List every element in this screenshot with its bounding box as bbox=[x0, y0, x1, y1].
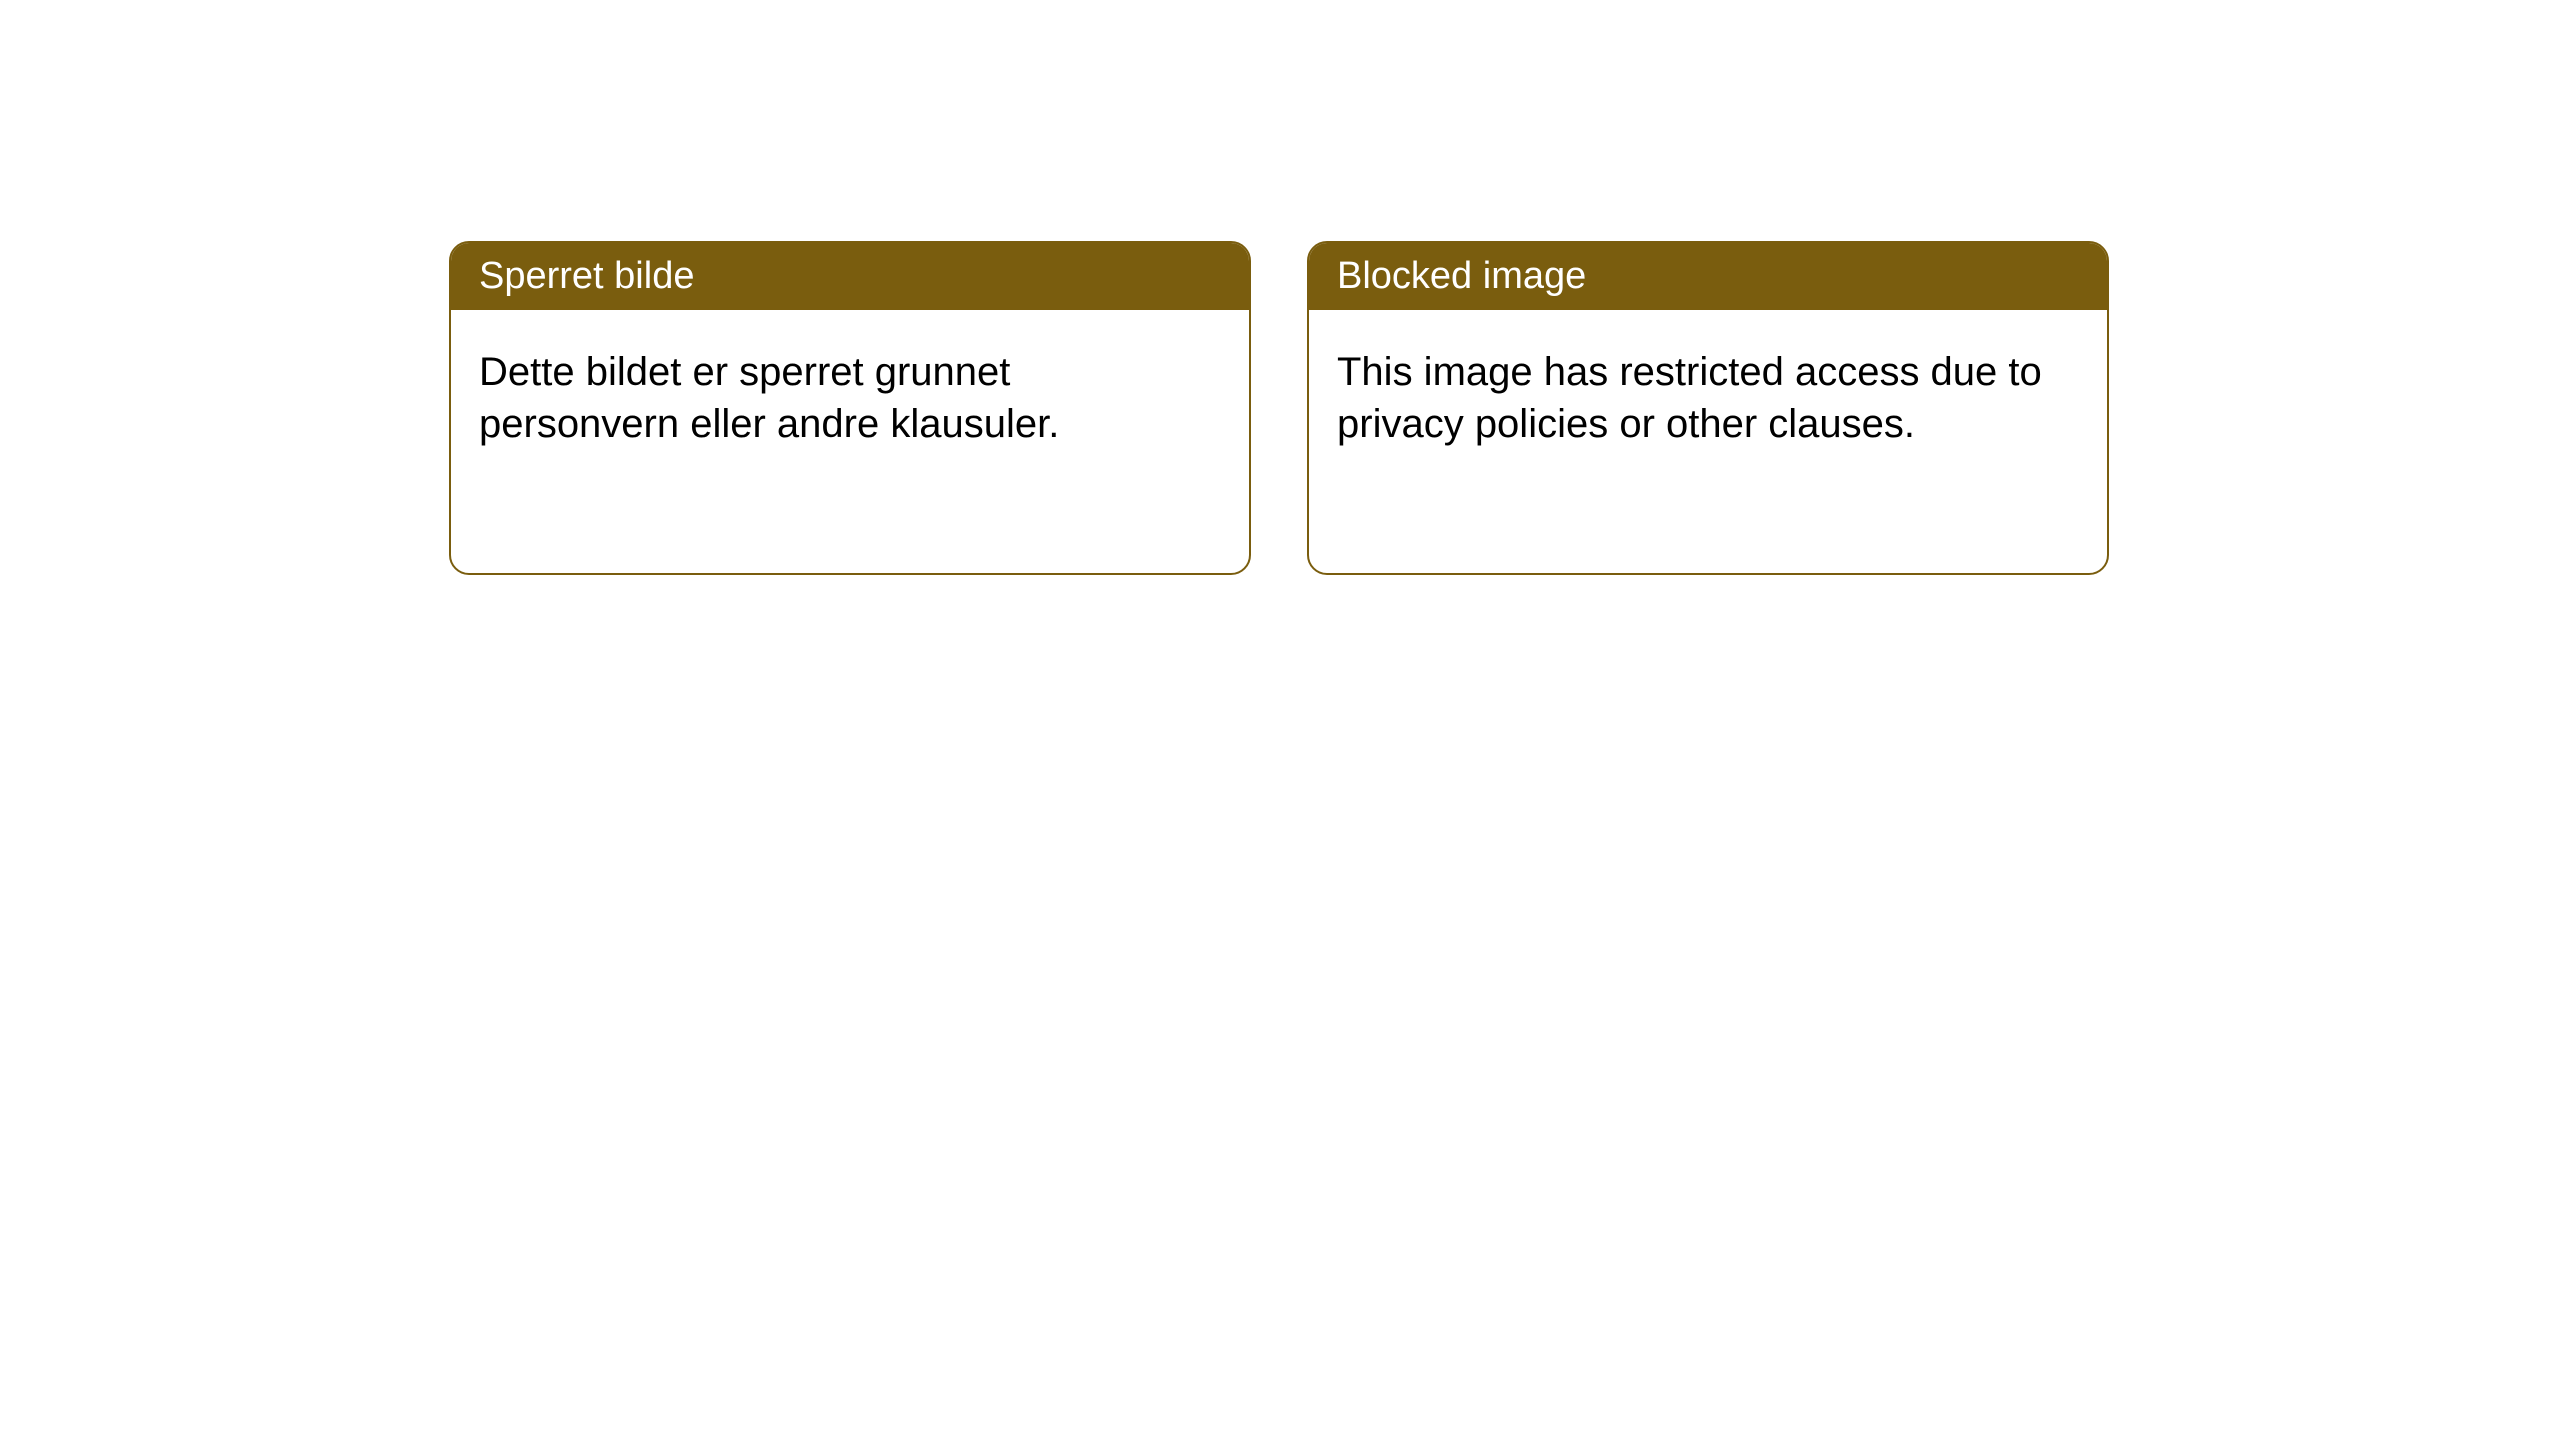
notice-body-english: This image has restricted access due to … bbox=[1309, 310, 2107, 486]
notice-card-english: Blocked image This image has restricted … bbox=[1307, 241, 2109, 575]
notice-body-norwegian: Dette bildet er sperret grunnet personve… bbox=[451, 310, 1249, 486]
notice-card-norwegian: Sperret bilde Dette bildet er sperret gr… bbox=[449, 241, 1251, 575]
notice-container: Sperret bilde Dette bildet er sperret gr… bbox=[0, 0, 2560, 575]
notice-title-norwegian: Sperret bilde bbox=[451, 243, 1249, 310]
notice-title-english: Blocked image bbox=[1309, 243, 2107, 310]
